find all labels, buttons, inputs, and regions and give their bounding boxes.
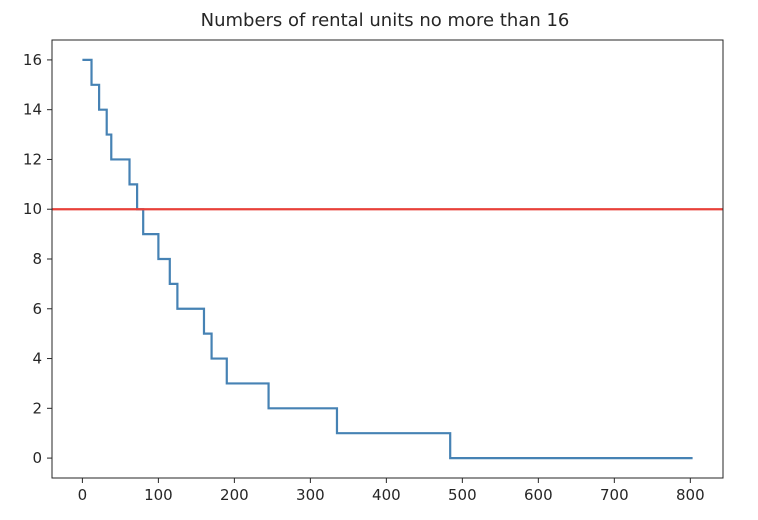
x-tick-label: 500 — [448, 486, 477, 504]
x-tick-label: 400 — [372, 486, 401, 504]
axes: 0 100 200 300 400 500 600 700 800 0 2 4 6 8 10 12 14 16 — [23, 39, 724, 504]
x-tick-label: 100 — [144, 486, 173, 504]
y-tick-label: 16 — [23, 51, 42, 69]
y-tick-label: 6 — [32, 300, 42, 318]
plot-frame — [51, 39, 724, 479]
x-tick-label: 300 — [296, 486, 325, 504]
y-tick-label: 10 — [23, 200, 42, 218]
chart-title: Numbers of rental units no more than 16 — [201, 10, 570, 31]
y-tick-label: 2 — [32, 399, 42, 417]
x-tick-label: 0 — [78, 486, 88, 504]
x-tick-label: 800 — [676, 486, 705, 504]
series-line-0 — [82, 58, 693, 460]
plot-area — [52, 58, 723, 460]
y-tick-label: 12 — [23, 150, 42, 168]
y-tick-label: 0 — [32, 449, 42, 467]
y-tick-label: 14 — [23, 101, 42, 119]
x-tick-label: 600 — [524, 486, 553, 504]
y-tick-label: 4 — [32, 350, 42, 368]
x-tick-label: 700 — [600, 486, 629, 504]
x-tick-label: 200 — [220, 486, 249, 504]
y-tick-label: 8 — [32, 250, 42, 268]
